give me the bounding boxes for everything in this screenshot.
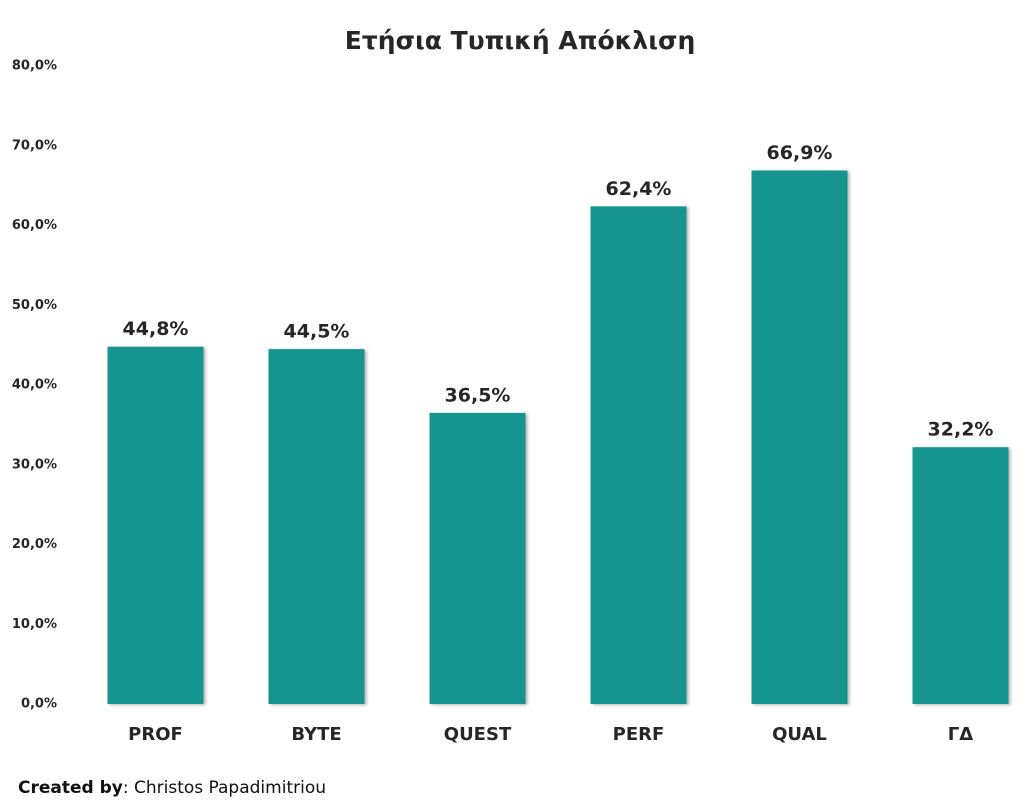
x-tick-label: PROF xyxy=(128,724,183,745)
value-label: 44,8% xyxy=(123,318,189,340)
x-tick-label: QUEST xyxy=(444,724,512,745)
x-tick-label: PERF xyxy=(613,724,665,745)
bar xyxy=(912,447,1009,704)
footer: Created by: Christos Papadimitriou xyxy=(18,778,326,798)
value-label: 36,5% xyxy=(445,384,511,406)
y-tick-label: 20,0% xyxy=(12,537,57,552)
value-label: 44,5% xyxy=(284,321,350,343)
y-tick-label: 80,0% xyxy=(12,59,57,74)
chart-title: Ετήσια Τυπική Απόκλιση xyxy=(345,26,696,55)
bar xyxy=(107,346,204,704)
y-tick-label: 50,0% xyxy=(12,298,57,313)
y-tick-label: 10,0% xyxy=(12,617,57,632)
y-tick-label: 70,0% xyxy=(12,138,57,153)
bar xyxy=(590,206,687,705)
value-label: 62,4% xyxy=(606,178,672,200)
x-tick-label: ΓΔ xyxy=(948,724,973,745)
y-tick-label: 0,0% xyxy=(21,697,57,712)
value-label: 32,2% xyxy=(928,419,994,441)
x-tick-label: BYTE xyxy=(291,724,341,745)
footer-label: Created by xyxy=(18,778,123,798)
bar xyxy=(268,349,365,704)
y-tick-label: 40,0% xyxy=(12,378,57,393)
x-tick-label: QUAL xyxy=(772,724,827,745)
value-label: 66,9% xyxy=(767,142,833,164)
y-tick-label: 30,0% xyxy=(12,457,57,472)
bar xyxy=(751,170,848,704)
y-tick-label: 60,0% xyxy=(12,218,57,233)
bar xyxy=(429,412,526,704)
footer-text: : Christos Papadimitriou xyxy=(123,778,326,798)
